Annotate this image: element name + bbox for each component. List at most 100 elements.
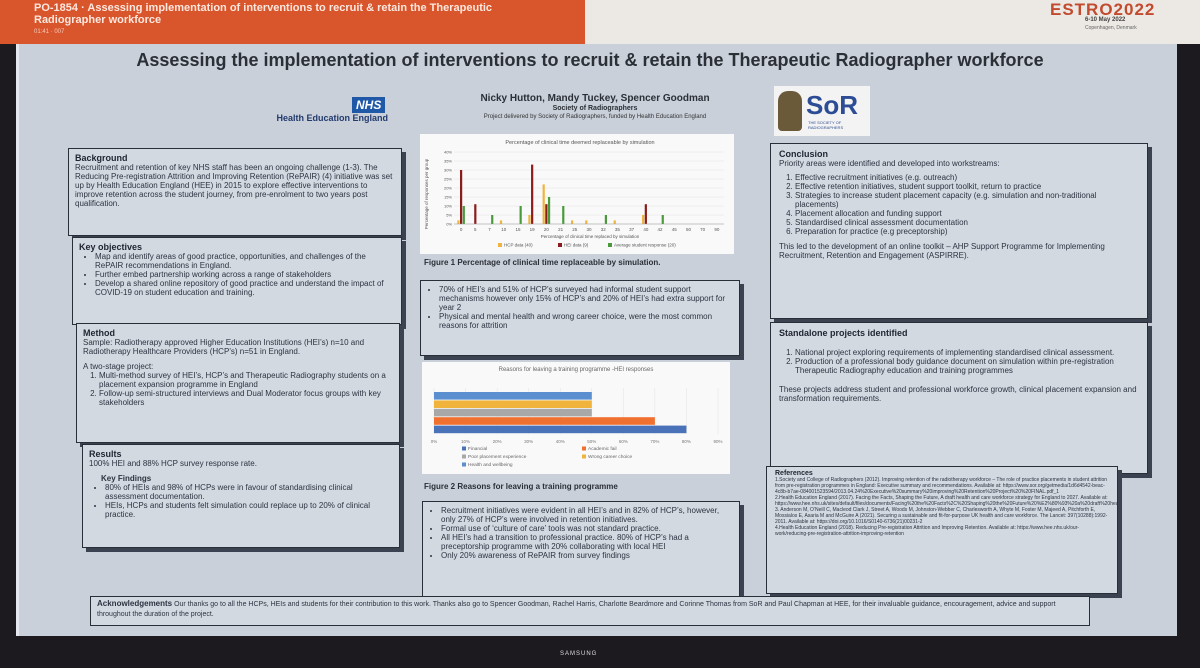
chart2-legend-label: Financial xyxy=(468,446,487,452)
note-item: Recruitment initiatives were evident in … xyxy=(441,506,733,524)
chart2-legend-swatch xyxy=(462,454,466,459)
standalone-heading: Standalone projects identified xyxy=(779,328,908,338)
chart1-ytick: 5% xyxy=(446,213,452,218)
figure1-caption: Figure 1 Percentage of clinical time rep… xyxy=(424,258,661,267)
session-title: PO-1854 · Assessing implementation of in… xyxy=(34,2,493,26)
chart1-ytick: 20% xyxy=(444,186,452,191)
conclusion-item: Placement allocation and funding support xyxy=(795,209,1139,218)
note-item: Formal use of ‘culture of care’ tools wa… xyxy=(441,524,733,533)
chart1-bar xyxy=(545,204,548,224)
reference-item: 3. Anderson M, O’Neill C, Macleod Clark … xyxy=(775,507,1108,525)
chart1-legend-label: HEI data (9) xyxy=(564,243,589,248)
society: Society of Radiographers xyxy=(552,105,638,112)
chart1-bar xyxy=(460,170,463,224)
findings-list: 80% of HEIs and 98% of HCPs were in favo… xyxy=(89,483,393,519)
chart1-bar xyxy=(462,206,465,224)
method-intro: A two-stage project: xyxy=(83,362,154,371)
acknowledgements-box: Acknowledgements Our thanks go to all th… xyxy=(90,596,1090,626)
chart2-xtick: 0% xyxy=(431,439,438,444)
figure2-notes-box: Recruitment initiatives were evident in … xyxy=(422,501,740,607)
figure1-notes: 70% of HEI’s and 51% of HCP’s surveyed h… xyxy=(427,285,733,330)
figure1-svg: Percentage of clinical time deemed repla… xyxy=(424,140,724,248)
chart2-legend: Financial Academic fail Poor placement exp… xyxy=(462,446,633,468)
chart1-legend-swatch xyxy=(498,243,502,247)
chart2-title: Reasons for leaving a training programme… xyxy=(499,367,654,373)
chart2-xtick: 60% xyxy=(619,439,628,444)
banner-right xyxy=(585,0,1200,44)
method-heading: Method xyxy=(83,328,115,338)
chart2-xtick: 30% xyxy=(524,439,533,444)
results-box: Results 100% HEI and 88% HCP survey resp… xyxy=(82,444,400,548)
acknowledgements-heading: Acknowledgements xyxy=(97,599,173,608)
conclusion-item: Standardised clinical assessment documen… xyxy=(795,218,1139,227)
chart1-bar xyxy=(528,215,531,224)
sor-logo: SoR THE SOCIETY OF RADIOGRAPHERS xyxy=(774,86,870,136)
chart1-legend-label: Average student response (20) xyxy=(614,243,676,248)
figure1-notes-box: 70% of HEI’s and 51% of HCP’s surveyed h… xyxy=(420,280,740,356)
chart1-xtick: 0 xyxy=(460,227,463,232)
chart1-xtick: 19 xyxy=(530,227,536,232)
chart1-bar xyxy=(519,206,522,224)
chart2-legend-label: Academic fail xyxy=(588,446,617,452)
standalone-outro: These projects address student and profe… xyxy=(779,385,1137,403)
conclusion-item: Effective recruitment initiatives (e.g. … xyxy=(795,173,1139,182)
chart1-ylabel: Percentage of responses per group xyxy=(424,158,429,229)
chart2-bar xyxy=(434,392,592,400)
background-box: Background Recruitment and retention of … xyxy=(68,148,402,236)
chart2-legend-swatch xyxy=(462,446,466,451)
figure2-chart: Reasons for leaving a training programme… xyxy=(422,362,730,474)
reference-item: 4.Health Education England (2018). Reduc… xyxy=(775,525,1079,537)
background-heading: Background xyxy=(75,153,128,163)
chart1-bar xyxy=(570,220,574,224)
chart1-xtick: 32 xyxy=(601,227,607,232)
sor-logo-text: SoR xyxy=(806,90,858,120)
chart1-xtick: 35 xyxy=(615,227,621,232)
chart1-xtick: 30 xyxy=(586,227,592,232)
chart1-xtick: 7 xyxy=(488,227,491,232)
chart1-xtick: 37 xyxy=(629,227,635,232)
chart1-bar xyxy=(585,220,588,224)
chart1-legend-swatch xyxy=(558,243,562,247)
conclusion-outro: This led to the development of an online… xyxy=(779,242,1105,260)
figure1-chart: Percentage of clinical time deemed repla… xyxy=(420,134,734,254)
project-line: Project delivered by Society of Radiogra… xyxy=(483,114,707,120)
conclusion-box: Conclusion Priority areas were identifie… xyxy=(770,143,1148,319)
finding-item: HEIs, HCPs and students felt simulation … xyxy=(105,501,393,519)
chart1-xlabel: Percentage of clinical time replaced by … xyxy=(541,234,640,239)
chart1-ytick: 10% xyxy=(444,204,452,209)
background-text: Recruitment and retention of key NHS sta… xyxy=(75,163,393,208)
chart2-legend-label: Poor placement experience xyxy=(468,454,527,460)
chart1-bar xyxy=(531,164,534,224)
objective-item: Map and identify areas of good practice,… xyxy=(95,252,395,270)
chart2-xtick: 40% xyxy=(556,439,565,444)
chart1-bar xyxy=(661,215,664,224)
chart2-plot: 0% 10% 20% 30% 40% 50% 60% 70% 80% 90% xyxy=(431,388,723,444)
objectives-heading: Key objectives xyxy=(79,242,143,252)
chart1-legend-label: HCP data (40) xyxy=(504,243,533,248)
figure2-svg: Reasons for leaving a training programme… xyxy=(431,367,723,468)
conference-location: Copenhagen, Denmark xyxy=(1085,25,1137,31)
chart1-bar xyxy=(604,215,608,224)
estro-logo: ESTRO2022 xyxy=(1050,0,1156,19)
references-heading: References xyxy=(775,470,813,477)
chart1-bar xyxy=(491,215,494,224)
reference-item: 1.Society and College of Radiographers (… xyxy=(775,477,1108,495)
chart1-xtick: 50 xyxy=(686,227,692,232)
standalone-item: National project exploring requirements … xyxy=(795,348,1139,357)
chart2-bar xyxy=(434,425,687,434)
chart1-title: Percentage of clinical time deemed repla… xyxy=(505,140,654,146)
objectives-list: Map and identify areas of good practice,… xyxy=(79,252,395,297)
chart2-xtick: 80% xyxy=(682,439,691,444)
note-item: Physical and mental health and wrong car… xyxy=(439,312,733,330)
method-step: Follow-up semi-structured interviews and… xyxy=(99,389,393,407)
chart1-xtick: 70 xyxy=(700,227,706,232)
chart1-ytick: 25% xyxy=(444,177,452,182)
chart1-bar xyxy=(474,204,477,224)
finding-item: 80% of HEIs and 98% of HCPs were in favo… xyxy=(105,483,393,501)
chart2-legend-label: Wrong career choice xyxy=(588,454,633,460)
conclusion-list: Effective recruitment initiatives (e.g. … xyxy=(779,173,1139,236)
chart1-xtick: 20 xyxy=(544,227,550,232)
chart2-xtick: 50% xyxy=(587,439,596,444)
chart1-xtick: 40 xyxy=(643,227,649,232)
standalone-item: Production of a professional body guidan… xyxy=(795,357,1139,375)
